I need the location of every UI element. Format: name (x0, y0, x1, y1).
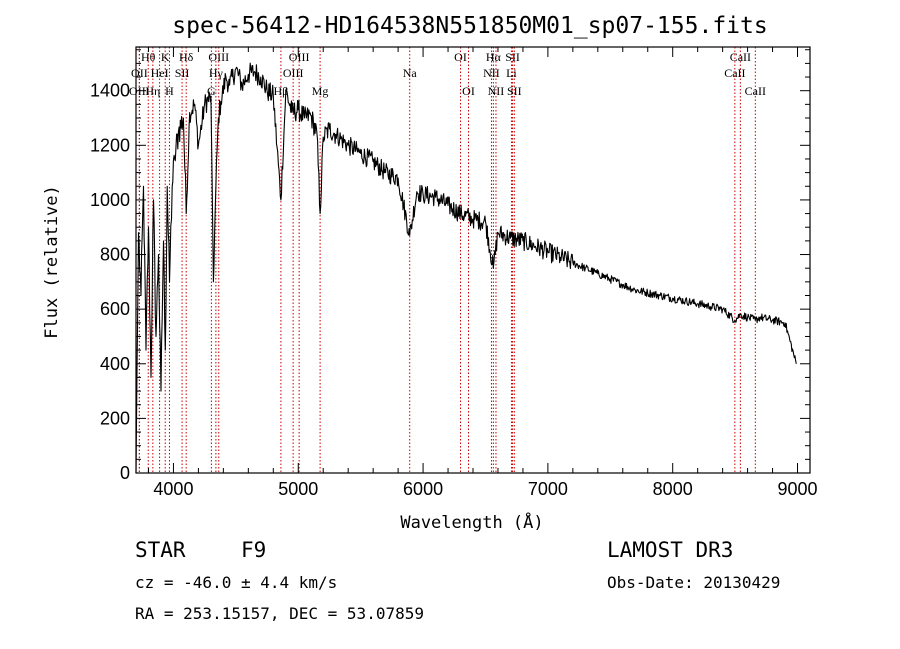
spectral-line-label: OIII (289, 50, 310, 64)
spectral-line-label: Hα (486, 50, 502, 64)
spectral-line-markers (138, 47, 756, 473)
x-tick-label: 9000 (777, 479, 817, 499)
y-tick-label: 0 (120, 463, 130, 483)
y-tick-label: 800 (100, 245, 130, 265)
x-tick-label: 5000 (278, 479, 318, 499)
spectral-line-label: OIII (283, 66, 304, 80)
spectral-line-label: Hβ (274, 84, 289, 98)
x-tick-label: 4000 (153, 479, 193, 499)
spectral-line-label: SII (507, 84, 522, 98)
spectral-line-label: Hγ (209, 66, 224, 80)
spectral-line-label: CaII (745, 84, 766, 98)
spectral-line-label: Na (403, 66, 418, 80)
spectral-class: F9 (241, 538, 267, 562)
y-tick-label: 1000 (90, 190, 130, 210)
spectral-line-label: OIII (208, 50, 229, 64)
spectral-line-label: CaII (730, 50, 751, 64)
spectral-line-label: Hθ (141, 50, 156, 64)
spectral-line-label: Hδ (179, 50, 194, 64)
axis-ticks: 4000 5000 6000 7000 8000 9000 0 200 400 600 800 100… (90, 47, 818, 499)
spectral-line-label: Li (506, 66, 517, 80)
object-type: STAR (135, 538, 186, 562)
coordinates: RA = 253.15157, DEC = 53.07859 (135, 604, 424, 623)
spectral-line-label: OII (131, 66, 148, 80)
plot-frame (135, 46, 811, 474)
spectral-line-label: SII (175, 66, 190, 80)
spectral-line-label: CaII (724, 66, 745, 80)
spectral-line-label: NII (488, 84, 505, 98)
spectral-line-label: Mg (312, 84, 329, 98)
obs-date: Obs-Date: 20130429 (607, 573, 781, 592)
spectral-line-label: H (165, 84, 174, 98)
y-axis-label: Flux (relative) (42, 185, 62, 339)
spectral-line-label: G (207, 84, 216, 98)
spectral-line-label: HeI (151, 66, 169, 80)
redshift-value: cz = -46.0 ± 4.4 km/s (135, 573, 338, 592)
y-tick-label: 200 (100, 408, 130, 428)
x-tick-label: 8000 (653, 479, 693, 499)
spectral-line-label: Hη (145, 84, 160, 98)
x-tick-label: 6000 (403, 479, 443, 499)
spectral-line-label: OI (462, 84, 475, 98)
y-tick-label: 1400 (90, 81, 130, 101)
spectral-line-label: K (161, 50, 170, 64)
y-tick-label: 1200 (90, 135, 130, 155)
spectral-line-label: NII (483, 66, 500, 80)
spectral-line-label: SII (505, 50, 520, 64)
y-tick-label: 400 (100, 354, 130, 374)
spectral-line-label: OI (454, 50, 467, 64)
x-tick-label: 7000 (528, 479, 568, 499)
chart-title: spec-56412-HD164538N551850M01_sp07-155.f… (172, 13, 767, 39)
x-axis-label: Wavelength (Å) (400, 511, 543, 533)
survey-name: LAMOST DR3 (607, 538, 734, 562)
flux-series-line (135, 62, 797, 474)
y-tick-label: 600 (100, 299, 130, 319)
